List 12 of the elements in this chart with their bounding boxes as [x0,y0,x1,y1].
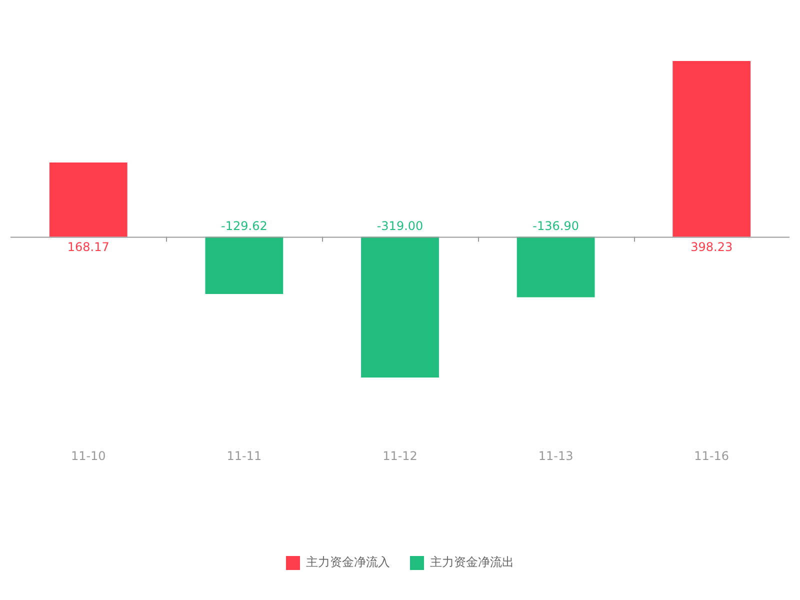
data-label: 168.17 [67,240,110,254]
data-label: -319.00 [376,218,424,233]
x-tick-label: 11-13 [538,448,574,463]
data-label: 398.23 [690,240,733,254]
legend-label: 主力资金净流出 [430,555,514,570]
x-tick-label: 11-10 [70,448,106,463]
data-label: -136.90 [532,218,579,233]
x-tick-label: 11-16 [694,448,730,463]
legend-label: 主力资金净流入 [306,555,390,570]
data-label: -129.62 [221,218,268,233]
x-tick-label: 11-12 [382,448,418,463]
x-tick-label: 11-11 [226,448,262,463]
